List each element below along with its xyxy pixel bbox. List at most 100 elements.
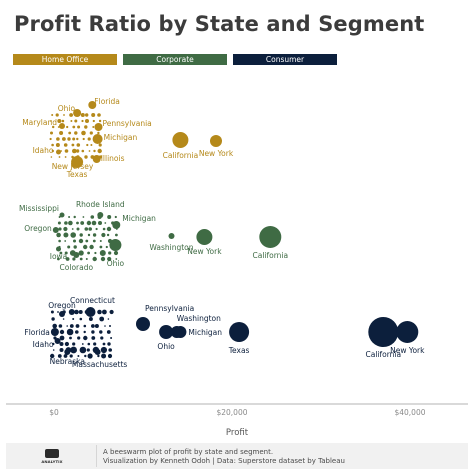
state-label: Maryland xyxy=(22,118,57,127)
swarm-dot xyxy=(56,232,61,238)
swarm-dot xyxy=(81,119,84,123)
state-point xyxy=(159,325,174,339)
swarm-dot xyxy=(63,114,65,116)
swarm-dot xyxy=(50,120,52,122)
swarm-dot xyxy=(59,251,63,255)
swarm-dot xyxy=(98,119,102,123)
swarm-dot xyxy=(83,330,86,334)
swarm-dot xyxy=(67,137,71,141)
swarm-dot xyxy=(86,348,90,352)
swarm-dot xyxy=(75,149,80,153)
swarm-dot xyxy=(84,125,88,129)
swarm-dot xyxy=(106,226,112,232)
swarm-dot xyxy=(72,342,76,346)
swarm-dot xyxy=(71,143,75,147)
footer: ANALYTIX A beeswarm plot of profit by st… xyxy=(6,443,468,469)
swarm-dot xyxy=(114,215,117,219)
swarm-dot xyxy=(57,221,61,225)
swarm-dot xyxy=(74,309,79,315)
footer-divider xyxy=(96,445,97,467)
state-label: Oregon xyxy=(24,224,52,233)
swarm-dot xyxy=(71,228,74,230)
state-point xyxy=(73,109,82,117)
swarm-dot xyxy=(77,125,81,129)
swarm-dot xyxy=(72,137,76,141)
state-point xyxy=(94,349,101,355)
swarm-dot xyxy=(64,341,69,347)
swarm-dot xyxy=(85,119,89,123)
state-point xyxy=(168,233,175,239)
swarm-dot xyxy=(99,240,102,242)
state-point xyxy=(59,123,65,129)
swarm-dot xyxy=(70,120,73,122)
x-tick-label: $0 xyxy=(49,408,59,417)
swarm-dot xyxy=(64,149,69,153)
swarm-dot xyxy=(100,336,104,340)
swarm-dot xyxy=(87,251,90,255)
swarm-dot xyxy=(97,148,102,154)
state-point xyxy=(210,135,222,147)
swarm-dot xyxy=(55,113,59,117)
swarm-dot xyxy=(83,324,87,328)
swarm-dot xyxy=(109,309,114,315)
swarm-dot xyxy=(91,324,95,328)
swarm-dot xyxy=(62,318,65,320)
swarm-dot xyxy=(76,143,81,147)
swarm-dot xyxy=(93,149,96,153)
swarm-dot xyxy=(99,245,103,249)
swarm-dot xyxy=(59,348,64,352)
swarm-dot xyxy=(66,328,74,336)
swarm-dot xyxy=(58,227,62,231)
swarm-dot xyxy=(91,336,96,340)
x-tick-label: $40,000 xyxy=(394,408,425,417)
swarm-dot xyxy=(78,310,83,314)
state-label: Washington xyxy=(149,243,193,252)
state-point xyxy=(56,246,61,252)
state-point xyxy=(50,328,59,336)
swarm-dot xyxy=(73,245,77,249)
state-point xyxy=(64,349,71,355)
state-label: Idaho xyxy=(33,146,54,155)
swarm-dot xyxy=(66,125,69,129)
swarm-dot xyxy=(97,309,102,315)
state-label: Ohio xyxy=(58,104,76,113)
state-label: New Jersey xyxy=(52,162,94,171)
swarm-dot xyxy=(69,113,73,117)
swarm-dot xyxy=(51,143,54,147)
x-axis-title: Profit xyxy=(226,428,249,438)
swarm-dot xyxy=(52,323,57,329)
state-label: California xyxy=(163,151,199,160)
x-tick-label: $20,000 xyxy=(216,408,247,417)
state-point xyxy=(92,134,103,144)
state-label: Texas xyxy=(66,170,88,179)
state-label: Washington xyxy=(177,314,221,323)
swarm-dot xyxy=(84,227,89,231)
swarm-dot xyxy=(90,215,95,219)
swarm-dot xyxy=(92,256,97,262)
swarm-dot xyxy=(64,221,68,225)
swarm-dot xyxy=(94,251,97,255)
state-point xyxy=(259,226,282,248)
swarm-dot xyxy=(101,232,106,238)
swarm-dot xyxy=(75,330,79,334)
series-corporate: Mississippi Rhode Island Michigan Oregon Was… xyxy=(19,200,288,272)
swarm-dot xyxy=(52,342,55,346)
swarm-dot xyxy=(98,221,102,225)
swarm-dot xyxy=(69,324,74,328)
state-label: New York xyxy=(390,346,425,355)
swarm-dot xyxy=(106,330,111,334)
state-label: New York xyxy=(199,149,234,158)
state-label: Massachusetts xyxy=(72,360,128,369)
state-point xyxy=(174,326,187,338)
swarm-dot xyxy=(68,216,71,218)
swarm-dot xyxy=(57,119,62,123)
swarm-dot xyxy=(97,354,100,358)
swarm-dot xyxy=(102,309,107,315)
swarm-dot xyxy=(70,346,77,354)
state-label: Iowa xyxy=(50,252,68,261)
state-label: Oregon xyxy=(48,301,76,310)
state-label: Illinois xyxy=(101,154,125,163)
swarm-dot xyxy=(88,150,91,152)
swarm-dot xyxy=(72,148,77,154)
